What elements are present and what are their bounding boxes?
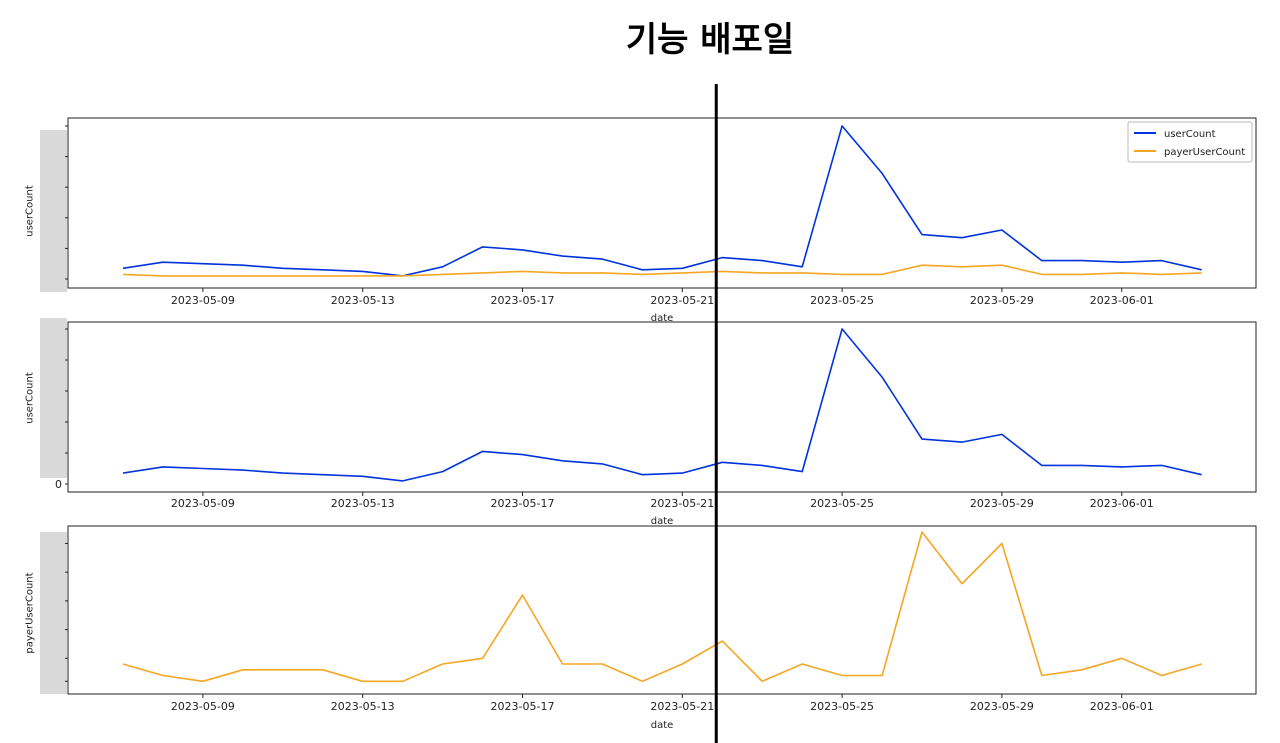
x-tick-label: 2023-05-21 (650, 497, 714, 510)
x-tick-label: 2023-05-29 (970, 294, 1034, 307)
x-tick-label: 2023-05-29 (970, 700, 1034, 713)
plot-frame (67, 321, 1257, 493)
x-axis-label: date (651, 720, 674, 731)
x-tick-label: 2023-05-13 (331, 700, 395, 713)
x-axis-label: date (651, 313, 674, 324)
x-tick-label: 2023-05-25 (810, 497, 874, 510)
x-tick-label: 2023-06-01 (1090, 497, 1154, 510)
x-tick-label: 2023-05-09 (171, 700, 235, 713)
x-tick-label: 2023-05-29 (970, 497, 1034, 510)
x-tick-label: 2023-05-17 (491, 497, 555, 510)
y-tick-label: 0 (55, 478, 62, 491)
x-tick-label: 2023-05-25 (810, 700, 874, 713)
series-line-userCount (122, 125, 1202, 277)
series-line-userCount (122, 328, 1202, 482)
series-line-payerUserCount (122, 264, 1202, 277)
legend-box (1127, 121, 1253, 163)
plot-frame (67, 117, 1257, 289)
legend-label: userCount (1164, 129, 1216, 140)
x-tick-label: 2023-05-21 (650, 294, 714, 307)
x-tick-label: 2023-05-17 (491, 700, 555, 713)
plot-frame (67, 525, 1257, 695)
annotation-title: 기능 배포일 (625, 20, 795, 60)
x-tick-label: 2023-05-13 (331, 294, 395, 307)
x-tick-label: 2023-06-01 (1090, 700, 1154, 713)
ylabel-bar (40, 532, 67, 694)
x-tick-label: 2023-05-09 (171, 497, 235, 510)
x-tick-label: 2023-05-17 (491, 294, 555, 307)
ylabel-bar (40, 130, 67, 292)
x-tick-label: 2023-05-21 (650, 700, 714, 713)
x-tick-label: 2023-06-01 (1090, 294, 1154, 307)
x-tick-label: 2023-05-09 (171, 294, 235, 307)
x-tick-label: 2023-05-13 (331, 497, 395, 510)
legend-label: payerUserCount (1164, 147, 1245, 158)
x-tick-label: 2023-05-25 (810, 294, 874, 307)
x-axis-label: date (651, 516, 674, 527)
ylabel-bar (40, 318, 67, 478)
series-line-payerUserCount (122, 531, 1202, 683)
